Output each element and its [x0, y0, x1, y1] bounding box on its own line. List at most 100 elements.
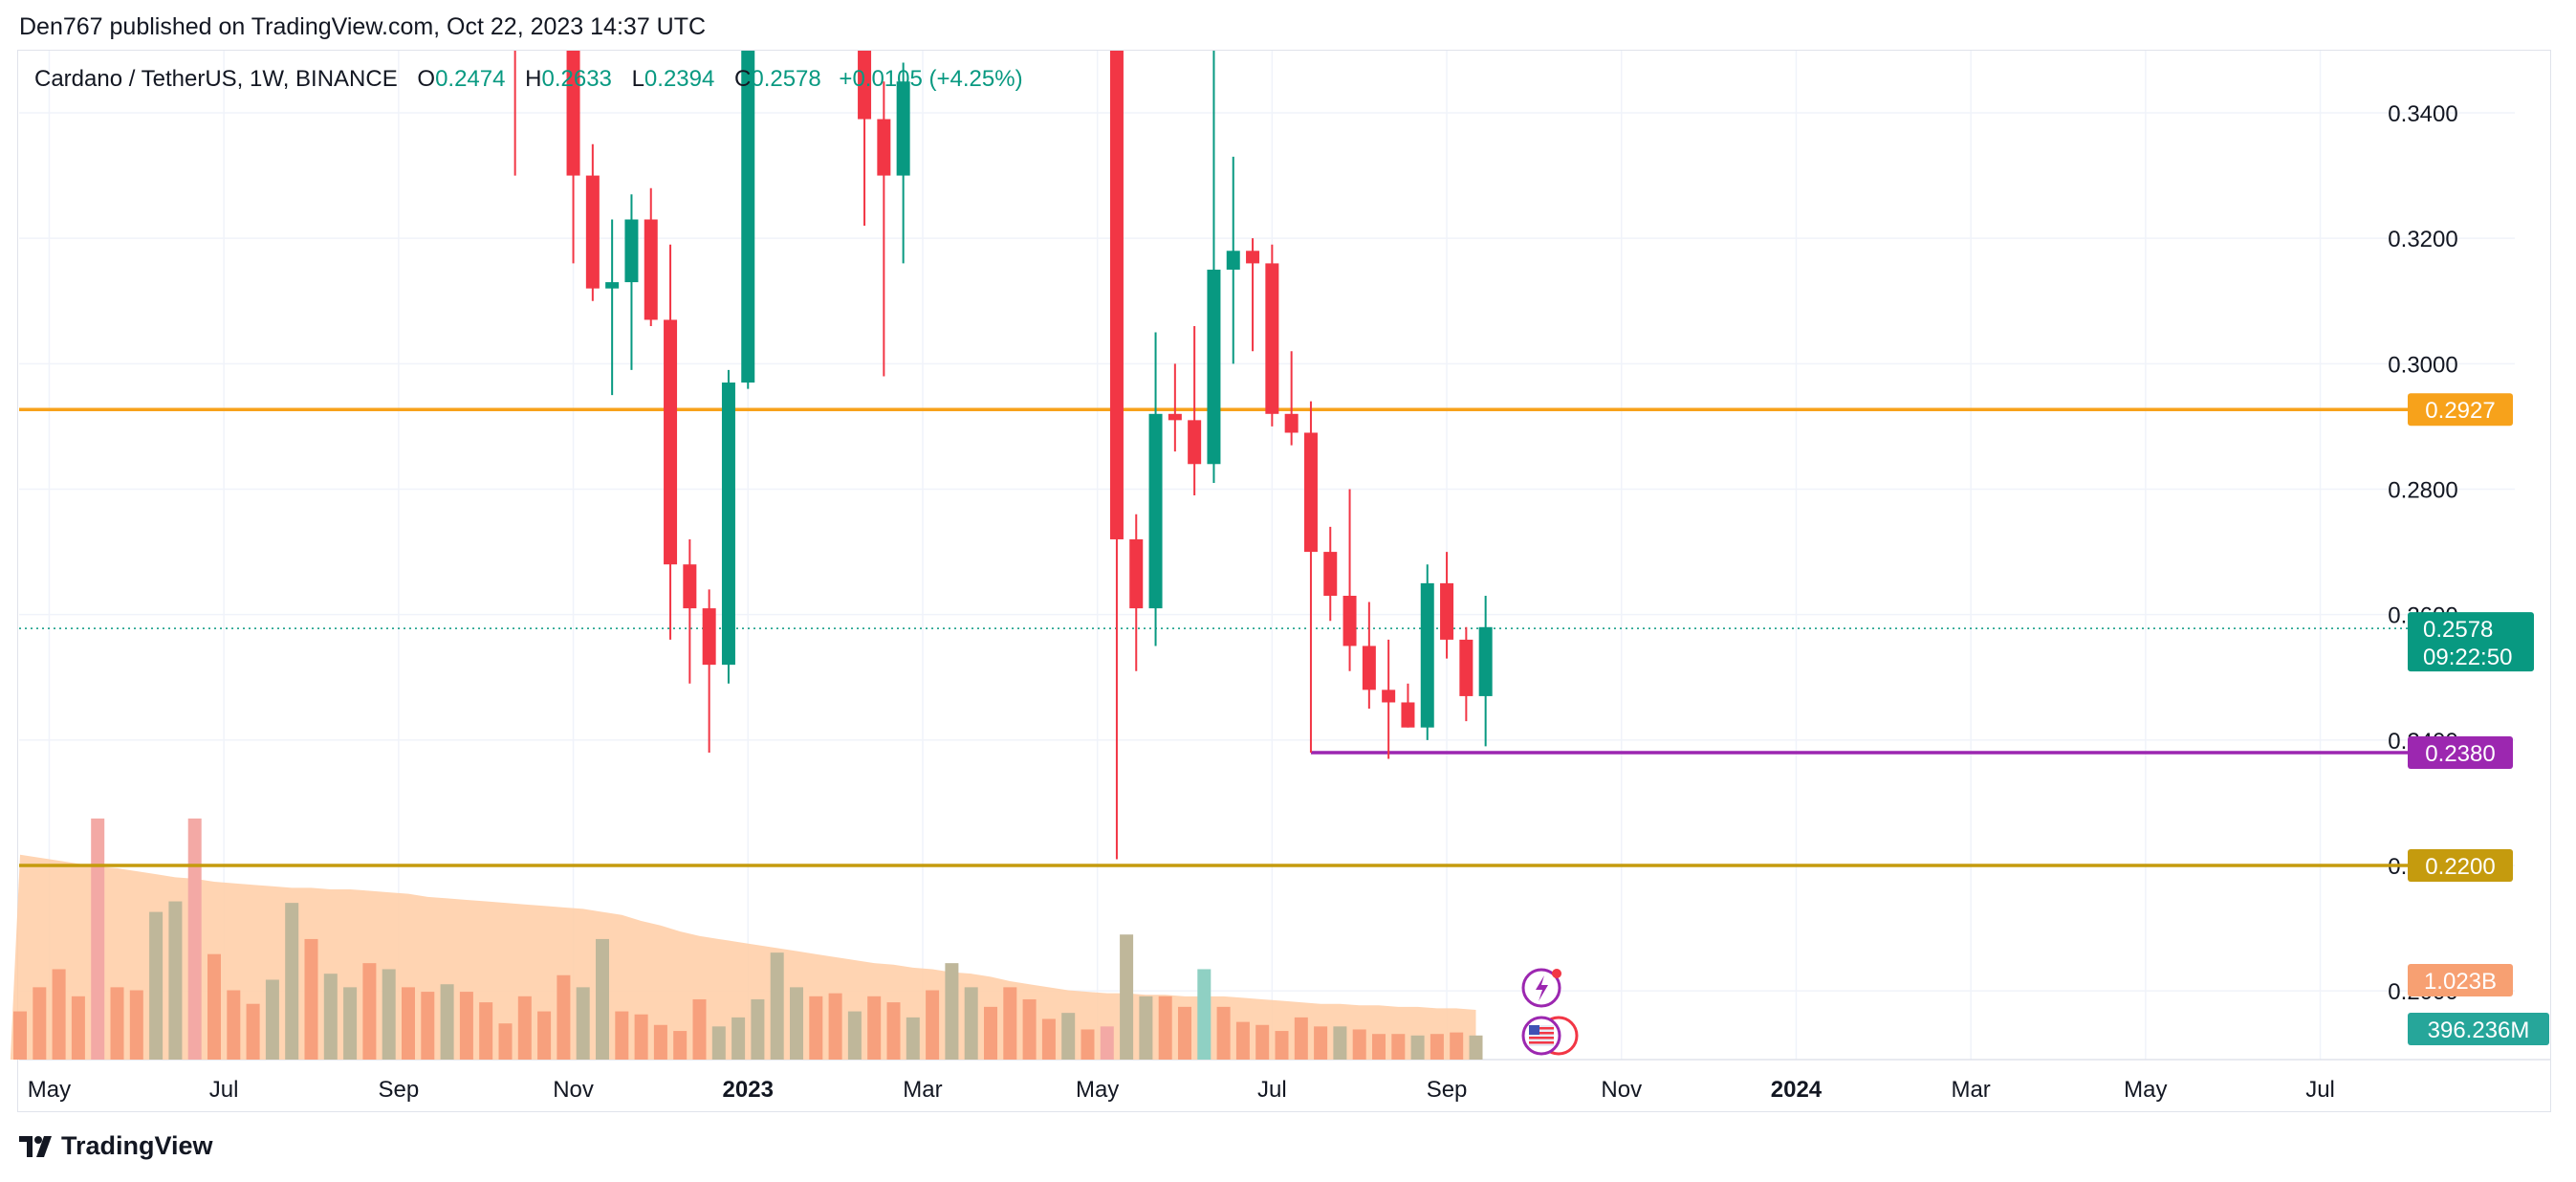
flag-stripe	[1529, 1032, 1554, 1035]
candle-body[interactable]	[1401, 702, 1415, 728]
volume-bar	[790, 987, 803, 1060]
volume-bar	[537, 1011, 552, 1060]
candle-body[interactable]	[1440, 582, 1454, 640]
volume-bar	[207, 953, 221, 1060]
x-axis-label: 2023	[723, 1077, 774, 1103]
legend-high: 0.2633	[541, 66, 612, 92]
x-axis-label: Jul	[209, 1077, 239, 1103]
volume-bar	[13, 1011, 27, 1060]
volume-bar	[1158, 996, 1172, 1060]
volume-bar	[52, 969, 66, 1060]
last-price-badge	[2408, 612, 2534, 672]
volume-bar	[1275, 1031, 1289, 1060]
volume-bar	[1352, 1029, 1366, 1060]
volume-bar	[828, 993, 842, 1060]
candle-body[interactable]	[1168, 413, 1182, 421]
volume-bar	[1410, 1035, 1425, 1060]
legend-change: +0.0105 (+4.25%)	[839, 66, 1023, 92]
volume-bar	[498, 1023, 513, 1060]
volume-bar	[1081, 1029, 1095, 1060]
volume-bar	[731, 1017, 746, 1060]
candle-body[interactable]	[1265, 263, 1279, 414]
candle-body[interactable]	[877, 119, 891, 176]
candle-body[interactable]	[1226, 251, 1240, 270]
x-axis-label: Sep	[1427, 1077, 1468, 1103]
legend-open-label: O	[417, 66, 436, 92]
candle-body[interactable]	[702, 608, 716, 666]
candle-body[interactable]	[896, 81, 910, 176]
candle-body[interactable]	[1459, 639, 1474, 696]
candle-body[interactable]	[1382, 690, 1396, 703]
volume-bar	[1139, 996, 1153, 1060]
candle-body[interactable]	[624, 219, 639, 283]
candle-body[interactable]	[1478, 626, 1493, 696]
candle-body[interactable]	[1343, 595, 1357, 646]
publisher-line: Den767 published on TradingView.com, Oct…	[19, 13, 707, 40]
candle-body[interactable]	[509, 0, 522, 50]
price-level-label: 0.2927	[2425, 398, 2495, 424]
x-axis-label: Jul	[1257, 1077, 1287, 1103]
tradingview-logo[interactable]: TradingView	[19, 1131, 213, 1161]
price-level-badge	[2408, 849, 2513, 882]
volume-bar	[129, 990, 143, 1060]
candle-body[interactable]	[1284, 413, 1299, 433]
candle-body[interactable]	[664, 319, 678, 565]
candle-body[interactable]	[585, 175, 600, 289]
candle-body[interactable]	[741, 37, 755, 383]
last-price-label: 0.2578	[2423, 617, 2493, 643]
candle-body[interactable]	[1207, 269, 1221, 465]
candle-body[interactable]	[683, 564, 697, 609]
volume-bar	[576, 987, 590, 1060]
volume-bar	[402, 987, 415, 1060]
candle-body[interactable]	[1323, 552, 1338, 596]
volume-bar	[517, 996, 532, 1060]
y-axis-tick-label: 0.3000	[2388, 352, 2457, 378]
legend-symbol[interactable]: Cardano / TetherUS, 1W, BINANCE	[34, 66, 398, 92]
volume-ma-badge	[2408, 964, 2513, 996]
volume-bar	[692, 998, 707, 1060]
candle-body[interactable]	[644, 219, 658, 320]
candle-body[interactable]	[1246, 251, 1260, 264]
volume-ma-area	[10, 854, 1476, 1060]
candle-body[interactable]	[858, 37, 872, 120]
volume-bar	[265, 979, 279, 1060]
volume-bar	[1120, 934, 1134, 1060]
lightning-icon	[1536, 975, 1548, 1001]
volume-bar	[615, 1011, 629, 1060]
volume-bar	[1100, 1026, 1114, 1060]
legend-close: 0.2578	[751, 66, 821, 92]
volume-bar	[110, 987, 124, 1060]
volume-bar	[1333, 1026, 1347, 1060]
volume-bar	[1469, 1035, 1483, 1060]
candle-body[interactable]	[721, 383, 735, 666]
legend-high-label: H	[525, 66, 542, 92]
candle-body[interactable]	[1109, 37, 1124, 539]
candle-body[interactable]	[605, 282, 620, 289]
volume-bar	[1450, 1032, 1464, 1060]
candle-body[interactable]	[1420, 582, 1434, 728]
volume-bar	[71, 996, 85, 1060]
candle-body[interactable]	[1148, 413, 1163, 609]
candle-body[interactable]	[566, 19, 580, 176]
x-axis-label: Jul	[2305, 1077, 2335, 1103]
candle-body[interactable]	[1303, 432, 1318, 553]
candle-body[interactable]	[1362, 646, 1376, 690]
volume-bar	[557, 974, 571, 1060]
candle-body[interactable]	[1188, 420, 1202, 465]
volume-bar	[634, 1014, 648, 1060]
symbol-legend: Cardano / TetherUS, 1W, BINANCE O0.2474 …	[34, 66, 1023, 93]
y-axis-tick-label: 0.2800	[2388, 478, 2457, 504]
volume-bar	[673, 1031, 688, 1060]
volume-bar	[304, 938, 318, 1060]
volume-bar	[1391, 1034, 1406, 1060]
volume-bar	[479, 1002, 493, 1060]
candle-body[interactable]	[1129, 538, 1144, 609]
price-level-label: 0.2200	[2425, 854, 2495, 880]
y-axis-tick-label: 0.3400	[2388, 101, 2457, 127]
flag-stripe	[1529, 1027, 1554, 1030]
volume-bar	[33, 987, 47, 1060]
legend-open: 0.2474	[435, 66, 506, 92]
volume-bar	[984, 1006, 997, 1060]
volume-bar	[1022, 998, 1037, 1060]
